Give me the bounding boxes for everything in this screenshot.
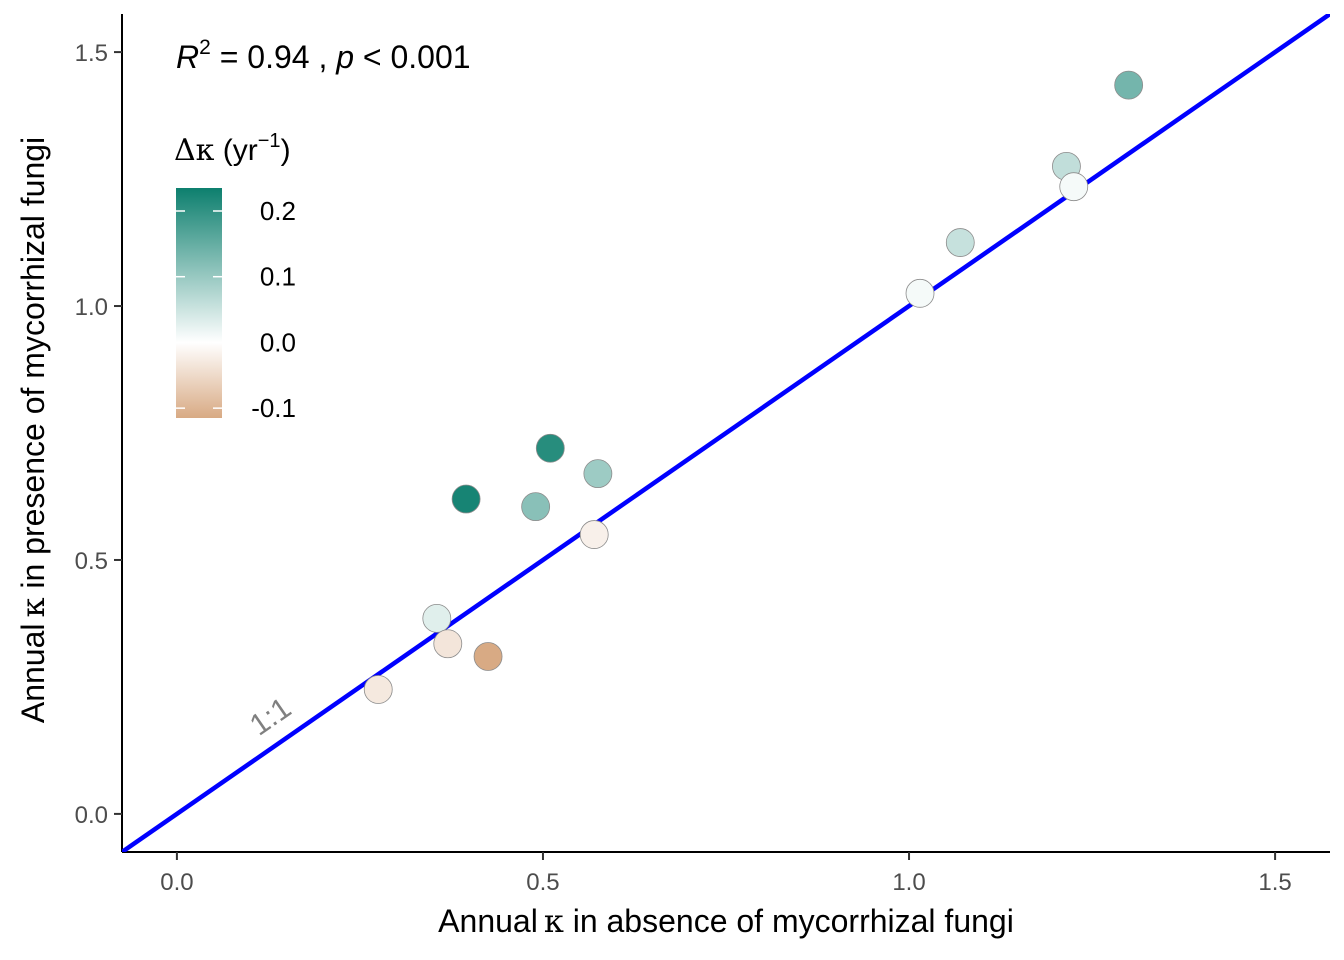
data-point [1114, 70, 1144, 100]
y-tick-label: 0.5 [75, 548, 108, 575]
x-tick-label: 1.5 [1258, 869, 1291, 896]
legend-title-exponent: −1 [258, 130, 281, 152]
data-point [1059, 172, 1089, 202]
legend-break-label: 0.0 [260, 327, 296, 357]
data-point [905, 278, 935, 308]
legend-break-label: -0.1 [251, 393, 296, 423]
p-symbol: p [335, 39, 354, 75]
legend-colorbar [176, 188, 222, 418]
legend-title-unit: (yr [214, 134, 257, 167]
x-axis-title-pre: Annual [438, 903, 538, 939]
y-axis-ticks: 0.0 0.5 1.0 1.5 [75, 40, 122, 829]
data-points [363, 70, 1144, 704]
fit-statistics: R2 = 0.94 , p < 0.001 [176, 36, 471, 75]
x-axis-title-post: in absence of mycorrhizal fungi [564, 903, 1014, 939]
r-exponent: 2 [199, 36, 211, 59]
data-point [473, 642, 503, 671]
data-point [433, 629, 463, 659]
x-axis-title: Annual κ in absence of mycorrhizal fungi [438, 902, 1014, 940]
data-point [945, 228, 975, 257]
data-point [583, 459, 613, 489]
x-tick-label: 1.0 [892, 869, 925, 896]
data-point [451, 484, 481, 514]
color-legend: Δκ (yr−1) 0.2 0.1 0.0 -0.1 [174, 130, 296, 423]
x-tick-label: 0.5 [526, 869, 559, 896]
data-point [521, 492, 551, 522]
x-tick-label: 0.0 [160, 869, 193, 896]
r-symbol: R [176, 39, 199, 75]
y-axis-title-symbol: κ [14, 598, 52, 618]
legend-breaks: 0.2 0.1 0.0 -0.1 [176, 196, 296, 423]
y-axis-title: Annual κ in presence of mycorrhizal fungi [14, 137, 52, 723]
data-point [579, 520, 609, 549]
legend-title: Δκ (yr−1) [174, 130, 291, 168]
r-value: = 0.94 , [211, 39, 336, 75]
data-point [535, 433, 565, 463]
x-axis-ticks: 0.0 0.5 1.0 1.5 [160, 852, 1292, 896]
y-axis-title-pre: Annual [15, 624, 51, 724]
legend-break-label: 0.1 [260, 262, 296, 292]
legend-title-close: ) [281, 134, 291, 167]
legend-title-symbol: Δκ [174, 133, 215, 168]
x-axis-title-symbol: κ [544, 902, 564, 940]
legend-break-label: 0.2 [260, 196, 296, 226]
y-tick-label: 0.0 [75, 802, 108, 829]
y-tick-label: 1.0 [75, 294, 108, 321]
data-point [363, 675, 393, 704]
y-axis-title-post: in presence of mycorrhizal fungi [15, 137, 51, 598]
one-to-one-line [122, 14, 1330, 852]
data-point [422, 603, 452, 633]
p-value: < 0.001 [354, 39, 471, 75]
y-tick-label: 1.5 [75, 40, 108, 67]
